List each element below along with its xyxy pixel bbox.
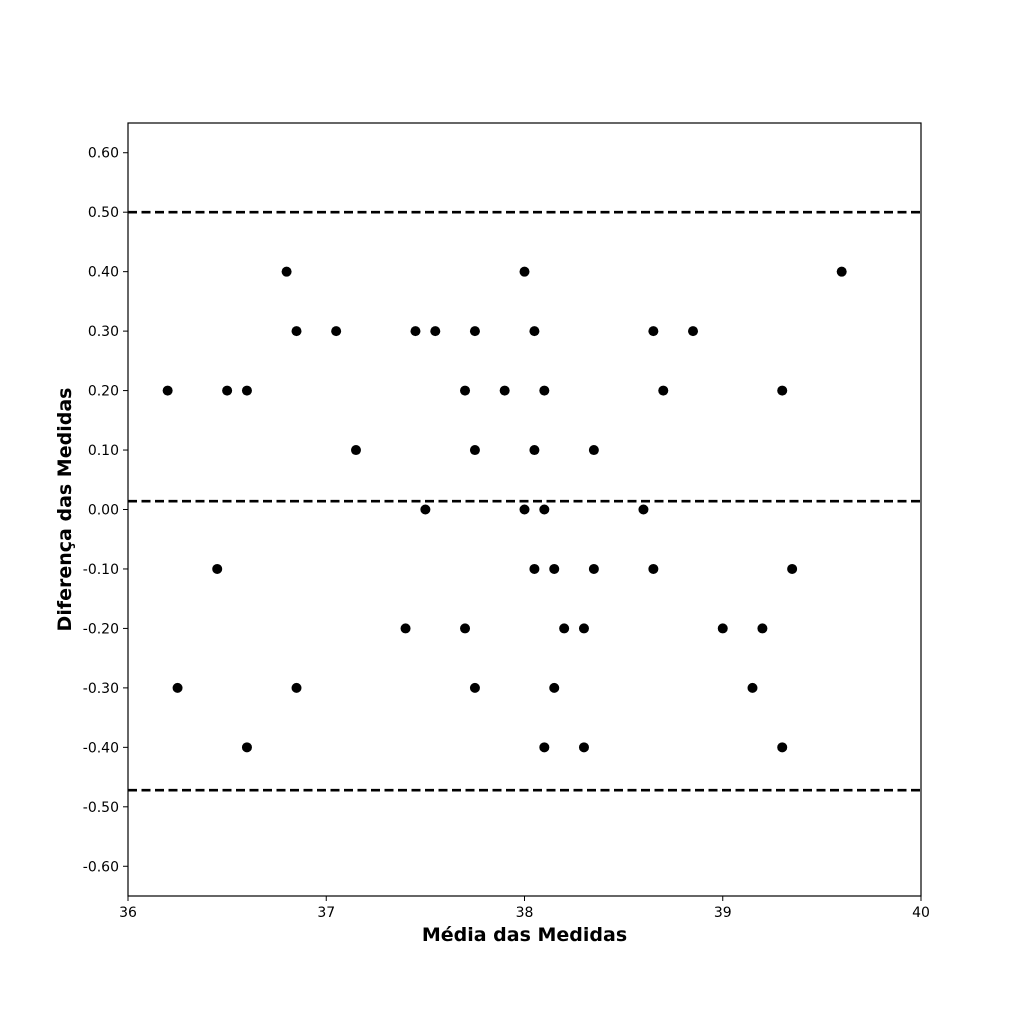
data-point [787,563,798,574]
data-point [529,445,540,456]
data-point [499,385,510,396]
data-point [420,504,431,515]
y-tick-label: 0.20 [88,384,119,400]
data-point [638,504,649,515]
y-tick-label: -0.50 [83,800,119,816]
x-tick-label: 39 [714,905,732,921]
data-point [777,385,788,396]
data-point [539,385,550,396]
data-point [529,326,540,337]
data-point [777,742,788,753]
data-point [757,623,768,634]
data-point [469,682,480,693]
data-point [836,266,847,277]
x-axis-title: Média das Medidas [422,924,627,946]
y-tick-label: 0.40 [88,265,119,281]
data-point [578,623,589,634]
data-point [648,563,659,574]
y-tick-label: 0.10 [88,443,119,459]
data-point [717,623,728,634]
y-tick-label: -0.40 [83,740,119,756]
data-point [460,385,471,396]
data-point [588,563,599,574]
data-point [291,682,302,693]
data-point [747,682,758,693]
data-point [529,563,540,574]
data-point [241,385,252,396]
x-tick-label: 38 [516,905,534,921]
data-point [430,326,441,337]
data-point [469,326,480,337]
y-tick-label: -0.60 [83,859,119,875]
data-point [350,445,361,456]
data-point [241,742,252,753]
x-tick-label: 36 [119,905,137,921]
x-tick-label: 40 [912,905,930,921]
data-point [162,385,173,396]
data-point [588,445,599,456]
data-point [549,682,560,693]
data-point [648,326,659,337]
data-point [212,563,223,574]
data-point [469,445,480,456]
data-point [559,623,570,634]
reference-lines [128,210,921,792]
y-tick-label: -0.20 [83,621,119,637]
data-point [539,742,550,753]
data-point [578,742,589,753]
data-point [291,326,302,337]
data-point [688,326,699,337]
data-points [162,266,847,753]
data-point [281,266,292,277]
data-point [539,504,550,515]
x-axis: 36 37 38 39 40 [119,896,930,921]
data-point [331,326,342,337]
y-tick-label: -0.30 [83,681,119,697]
data-point [222,385,233,396]
data-point [410,326,421,337]
y-axis: 0.60 0.50 0.40 0.30 0.20 0.10 0.00 -0.10 -0.20 -0… [83,146,128,875]
y-tick-label: 0.60 [88,146,119,162]
data-point [658,385,669,396]
data-point [172,682,183,693]
y-tick-label: -0.10 [83,562,119,578]
x-tick-label: 37 [317,905,335,921]
y-tick-label: 0.30 [88,324,119,340]
data-point [460,623,471,634]
y-tick-label: 0.00 [88,503,119,519]
data-point [519,266,530,277]
y-tick-label: 0.50 [88,205,119,221]
data-point [400,623,411,634]
data-point [549,563,560,574]
data-point [519,504,530,515]
y-axis-title: Diferença das Medidas [54,388,76,632]
